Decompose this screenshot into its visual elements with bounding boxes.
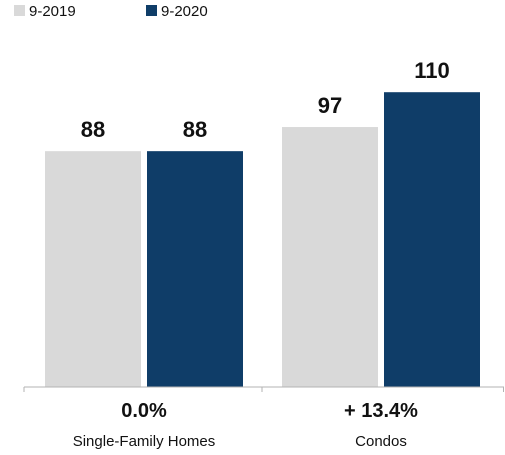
- category-label-Condos: Condos: [355, 433, 407, 450]
- legend-swatch-9-2019: [14, 5, 25, 16]
- change-label-Condos: + 13.4%: [344, 400, 418, 422]
- bar-Single-Family Homes-9-2020: [147, 151, 243, 387]
- data-label-Single-Family Homes-9-2019: 88: [81, 117, 105, 142]
- labels-layer: 88 88 0.0% Single-Family Homes 97 110 + 13.4% C…: [73, 58, 450, 450]
- bars-layer: [45, 92, 480, 387]
- legend-label-9-2020: 9-2020: [161, 3, 208, 20]
- data-label-Condos-9-2019: 97: [318, 93, 342, 118]
- bar-Condos-9-2020: [384, 92, 480, 387]
- category-label-Single-Family Homes: Single-Family Homes: [73, 433, 216, 450]
- legend-label-9-2019: 9-2019: [29, 3, 76, 20]
- axis-layer: [23, 386, 504, 392]
- legend: 9-2019 9-2020: [14, 3, 208, 20]
- legend-swatch-9-2020: [146, 5, 157, 16]
- data-label-Single-Family Homes-9-2020: 88: [183, 117, 207, 142]
- data-label-Condos-9-2020: 110: [414, 58, 450, 83]
- bar-Condos-9-2019: [282, 127, 378, 387]
- bar-Single-Family Homes-9-2019: [45, 151, 141, 387]
- change-label-Single-Family Homes: 0.0%: [121, 400, 167, 422]
